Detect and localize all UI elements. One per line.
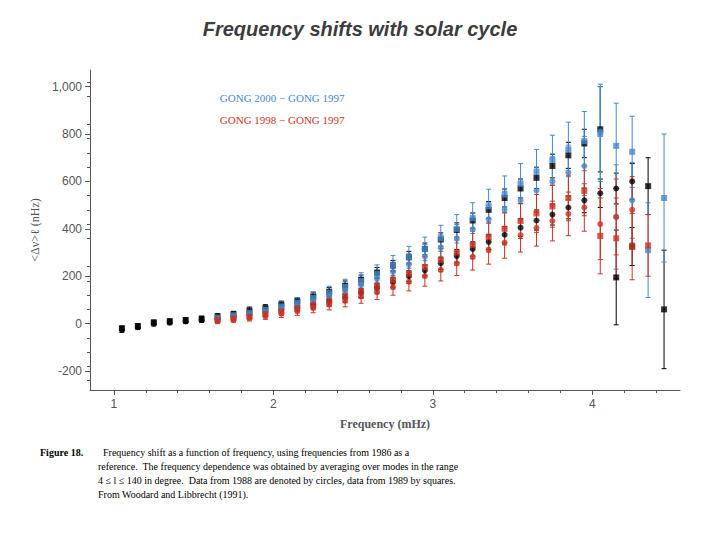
svg-text:600: 600 — [62, 174, 82, 188]
svg-text:reference. The frequency depe: reference. The frequency dependence was … — [98, 461, 459, 472]
svg-text:0: 0 — [75, 317, 82, 331]
svg-text:Figure 18.: Figure 18. — [40, 447, 84, 458]
svg-text:GONG 2000 − GONG 1997: GONG 2000 − GONG 1997 — [220, 92, 345, 104]
svg-text:-200: -200 — [58, 364, 82, 378]
svg-text:<Δν>ℓ (nHz): <Δν>ℓ (nHz) — [28, 198, 42, 261]
svg-text:4: 4 — [589, 397, 596, 411]
svg-text:4 ≤ l ≤ 140 in degree. Data f: 4 ≤ l ≤ 140 in degree. Data from 1988 ar… — [98, 475, 456, 486]
svg-text:200: 200 — [62, 269, 82, 283]
svg-text:1,000: 1,000 — [52, 80, 82, 94]
svg-text:GONG 1998 − GONG 1997: GONG 1998 − GONG 1997 — [220, 114, 345, 126]
svg-text:2: 2 — [270, 397, 277, 411]
svg-text:From Woodard and Libbrecht (19: From Woodard and Libbrecht (1991). — [98, 489, 248, 501]
svg-text:1: 1 — [111, 397, 118, 411]
svg-text:3: 3 — [429, 397, 436, 411]
svg-text:400: 400 — [62, 222, 82, 236]
svg-text:Frequency shift as a function: Frequency shift as a function of frequen… — [98, 447, 410, 458]
svg-text:Frequency shifts with solar cy: Frequency shifts with solar cycle — [203, 18, 518, 40]
svg-text:800: 800 — [62, 127, 82, 141]
svg-text:Frequency (mHz): Frequency (mHz) — [340, 417, 430, 431]
